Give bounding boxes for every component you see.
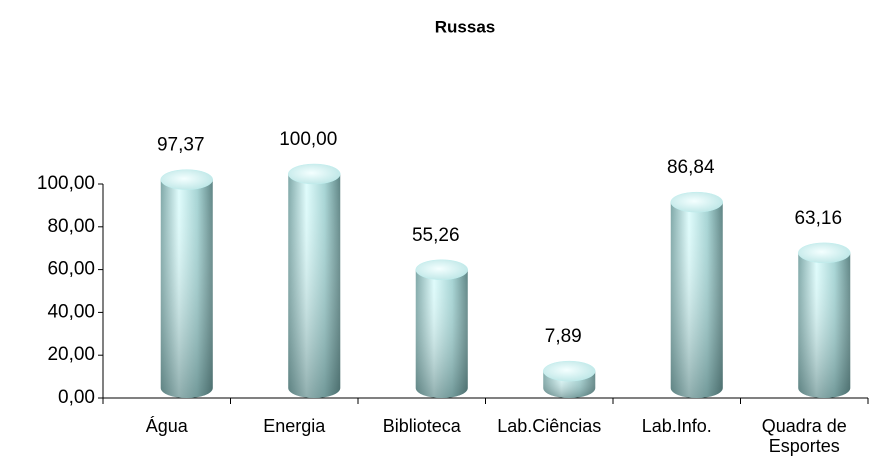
bar-shade: [160, 179, 213, 398]
y-tick-label: 60,00: [47, 259, 95, 280]
bar-shade: [670, 202, 723, 398]
y-tick-label: 0,00: [58, 387, 95, 408]
y-tick-label: 80,00: [47, 216, 95, 237]
x-tick-label: Lab.Info.: [641, 416, 712, 436]
bar: [160, 169, 213, 398]
bar-top: [670, 191, 723, 213]
bar-top: [543, 360, 596, 382]
bar-top: [160, 169, 213, 190]
value-label: 63,16: [794, 208, 842, 229]
bar-shade: [415, 269, 468, 398]
value-label: 7,89: [545, 326, 582, 347]
y-tick-label: 20,00: [47, 344, 95, 365]
x-tick-label: Quadra de Esportes: [761, 416, 847, 456]
value-label: 97,37: [157, 135, 205, 156]
bar-shade: [798, 252, 851, 398]
bar: [670, 191, 723, 398]
bar-shade: [288, 174, 341, 398]
value-label: 86,84: [667, 157, 715, 178]
bar-top: [288, 163, 341, 185]
x-tick-label: Água: [145, 416, 188, 436]
bar: [288, 163, 341, 398]
x-tick-label: Biblioteca: [382, 416, 461, 436]
y-tick-label: 100,00: [37, 173, 95, 194]
bar: [543, 360, 596, 398]
value-label: 100,00: [279, 129, 337, 150]
bar-top: [415, 259, 468, 280]
x-tick-label: Lab.Ciências: [497, 416, 602, 436]
value-label: 55,26: [412, 225, 460, 246]
bar-top: [798, 242, 851, 264]
y-tick-label: 40,00: [47, 301, 95, 322]
x-tick-label: Energia: [263, 416, 326, 436]
bar: [415, 259, 468, 398]
bar: [798, 242, 851, 398]
chart-title: Russas: [435, 17, 495, 36]
